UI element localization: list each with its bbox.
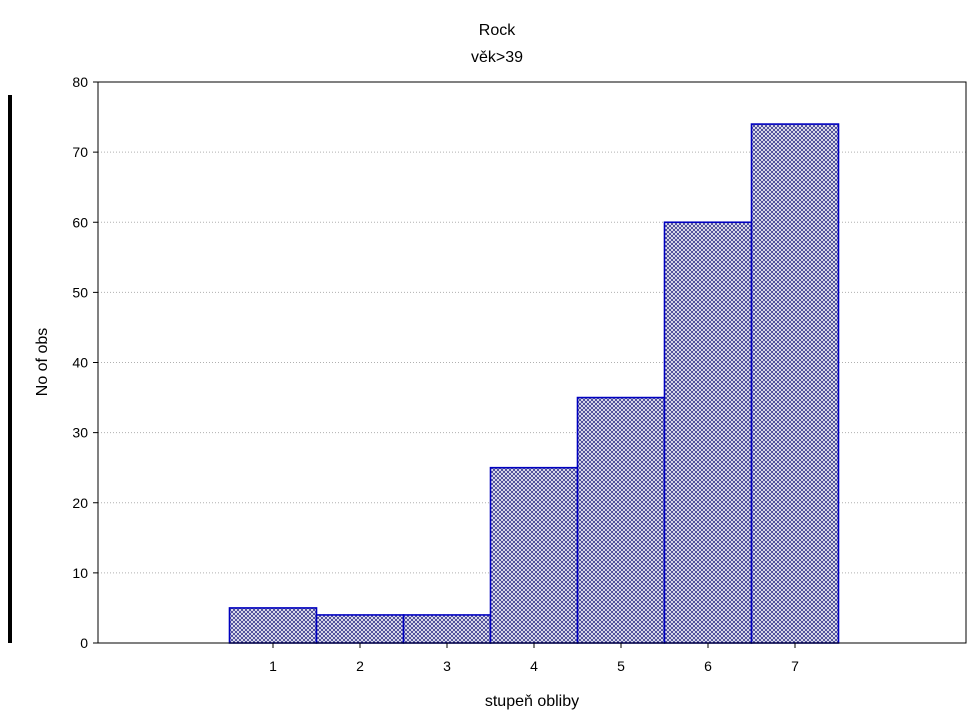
x-tick-label: 4 xyxy=(530,658,538,674)
bar xyxy=(750,123,840,644)
y-tick-label: 30 xyxy=(72,425,88,441)
y-axis: 0 10 20 30 40 50 60 70 80 xyxy=(72,74,98,651)
y-tick-label: 80 xyxy=(72,74,88,90)
bar xyxy=(663,221,753,644)
x-axis-label: stupeň obliby xyxy=(485,693,579,710)
x-tick-label: 5 xyxy=(617,658,625,674)
bar xyxy=(576,396,666,644)
bar xyxy=(402,614,492,644)
x-tick-label: 1 xyxy=(269,658,277,674)
bar xyxy=(228,607,318,644)
bar xyxy=(489,466,579,644)
chart-subtitle: věk>39 xyxy=(471,49,523,66)
y-tick-label: 70 xyxy=(72,144,88,160)
x-axis: 1 2 3 4 5 6 7 xyxy=(269,643,799,674)
left-edge-marker xyxy=(8,95,12,643)
x-tick-label: 2 xyxy=(356,658,364,674)
y-tick-label: 10 xyxy=(72,565,88,581)
y-tick-label: 0 xyxy=(80,635,88,651)
x-tick-label: 6 xyxy=(704,658,712,674)
x-tick-label: 7 xyxy=(791,658,799,674)
bar xyxy=(315,614,405,644)
chart-title: Rock xyxy=(479,22,516,39)
y-tick-label: 60 xyxy=(72,214,88,230)
x-tick-label: 3 xyxy=(443,658,451,674)
y-axis-label: No of obs xyxy=(34,328,51,396)
y-tick-label: 50 xyxy=(72,284,88,300)
y-tick-label: 20 xyxy=(72,495,88,511)
y-tick-label: 40 xyxy=(72,355,88,371)
bars xyxy=(228,123,840,644)
